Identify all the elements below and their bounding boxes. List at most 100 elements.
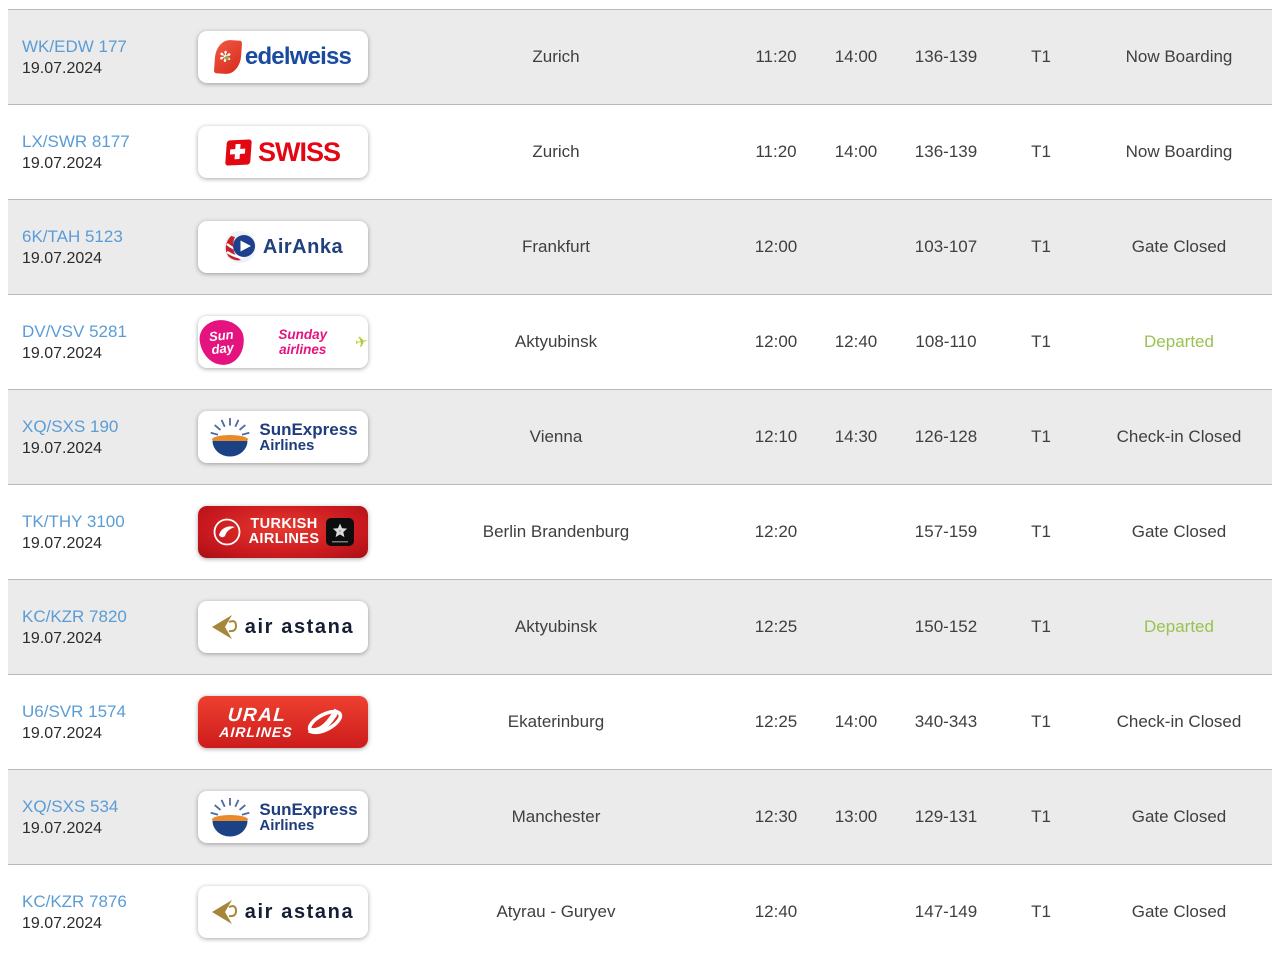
status: Gate Closed: [1131, 902, 1227, 921]
airline-logo-text: air astana: [244, 615, 355, 638]
destination: Aktyubinsk: [514, 617, 598, 636]
flight-number-link[interactable]: XQ/SXS 190: [22, 416, 119, 436]
airline-logo-text: AIRLINES: [219, 723, 294, 740]
flight-number-link[interactable]: U6/SVR 1574: [22, 701, 126, 721]
destination: Manchester: [511, 807, 601, 826]
destination: Ekaterinburg: [507, 712, 605, 731]
airline-logo-text: Airlines: [259, 437, 315, 455]
airline-logo-text: TURKISH: [250, 515, 318, 532]
air-astana-arrow-icon: [211, 900, 237, 924]
destination: Zurich: [532, 142, 580, 161]
airline-logo-text: SunExpress: [259, 419, 358, 439]
flight-date: 19.07.2024: [22, 249, 103, 267]
flight-date: 19.07.2024: [22, 629, 103, 647]
airline-logo-swiss: SWISS: [198, 126, 368, 178]
airline-logo-text: SunExpress: [259, 799, 358, 819]
checkin-desks: 103-107: [914, 237, 978, 256]
scheduled-time: 12:00: [754, 237, 798, 256]
table-row: KC/KZR 7876 19.07.2024 air astana Atyrau…: [8, 864, 1272, 959]
destination: Aktyubinsk: [514, 332, 598, 351]
airline-logo-turkish-airlines: TURKISH AIRLINES: [198, 506, 368, 558]
plane-icon: ✈: [354, 333, 368, 352]
airline-logo-text: air astana: [244, 900, 355, 923]
airline-logo-text: Sunday airlines: [278, 327, 328, 357]
flight-number-link[interactable]: KC/KZR 7820: [22, 606, 127, 626]
airline-logo-air-astana: air astana: [198, 886, 368, 938]
estimated-time: 14:00: [834, 142, 878, 161]
scheduled-time: 12:20: [754, 522, 798, 541]
flight-number-link[interactable]: 6K/TAH 5123: [22, 226, 123, 246]
flight-date: 19.07.2024: [22, 534, 103, 552]
table-row: U6/SVR 1574 19.07.2024 URAL AIRLINES Eka…: [8, 674, 1272, 769]
terminal: T1: [1031, 237, 1051, 256]
status: Departed: [1144, 617, 1214, 636]
airline-logo-sunday: Sun day Sunday airlines ✈: [198, 316, 368, 368]
flight-date: 19.07.2024: [22, 724, 103, 742]
terminal: T1: [1031, 617, 1051, 636]
flight-date: 19.07.2024: [22, 819, 103, 837]
airline-logo-text: SWISS: [257, 136, 341, 167]
sunexpress-sun-icon: [210, 418, 250, 457]
checkin-desks: 147-149: [914, 902, 978, 921]
sunday-blob-icon: Sun day: [198, 317, 247, 367]
scheduled-time: 12:30: [754, 807, 798, 826]
airline-logo-text: edelweiss: [244, 43, 352, 70]
scheduled-time: 12:40: [754, 902, 798, 921]
table-row: LX/SWR 8177 19.07.2024 SWISS Zurich 11:2…: [8, 104, 1272, 199]
airline-logo-sunexpress: SunExpress Airlines: [198, 791, 368, 843]
flight-date: 19.07.2024: [22, 344, 103, 362]
flight-number-link[interactable]: TK/THY 3100: [22, 511, 125, 531]
status: Departed: [1144, 332, 1214, 351]
swiss-cross-icon: [225, 138, 252, 166]
flight-number-link[interactable]: WK/EDW 177: [22, 36, 127, 56]
status: Gate Closed: [1131, 807, 1227, 826]
sunday-blob-text: day: [210, 338, 235, 357]
checkin-desks: 150-152: [914, 617, 978, 636]
status: Check-in Closed: [1116, 712, 1242, 731]
estimated-time: 13:00: [834, 807, 878, 826]
scheduled-time: 11:20: [755, 142, 797, 161]
checkin-desks: 108-110: [915, 332, 977, 351]
checkin-desks: 126-128: [914, 427, 978, 446]
destination: Berlin Brandenburg: [482, 522, 630, 541]
destination: Frankfurt: [521, 237, 591, 256]
terminal: T1: [1031, 522, 1051, 541]
flight-date: 19.07.2024: [22, 59, 103, 77]
estimated-time: 14:00: [834, 47, 878, 66]
terminal: T1: [1031, 332, 1051, 351]
checkin-desks: 129-131: [914, 807, 978, 826]
airanka-globe-icon: [223, 231, 256, 263]
airline-logo-air-astana: air astana: [198, 601, 368, 653]
scheduled-time: 12:25: [754, 617, 798, 636]
terminal: T1: [1031, 807, 1051, 826]
destination: Atyrau - Guryev: [496, 902, 616, 921]
flight-number-link[interactable]: LX/SWR 8177: [22, 131, 130, 151]
scheduled-time: 12:25: [754, 712, 798, 731]
table-row: XQ/SXS 534 19.07.2024: [8, 769, 1272, 864]
turkish-airlines-bird-icon: [213, 518, 240, 546]
flight-number-link[interactable]: DV/VSV 5281: [22, 321, 127, 341]
table-row: XQ/SXS 190 19.07.2024: [8, 389, 1272, 484]
checkin-desks: 340-343: [914, 712, 978, 731]
table-row: 6K/TAH 5123 19.07.2024 AirAnka Frankfurt…: [8, 199, 1272, 294]
flight-number-link[interactable]: XQ/SXS 534: [22, 796, 119, 816]
status: Check-in Closed: [1116, 427, 1242, 446]
flight-number-link[interactable]: KC/KZR 7876: [22, 891, 127, 911]
airline-logo-text: Airlines: [259, 817, 315, 835]
estimated-time: 14:30: [834, 427, 878, 446]
status: Gate Closed: [1131, 237, 1227, 256]
table-row: DV/VSV 5281 19.07.2024 Sun day Sunday ai…: [8, 294, 1272, 389]
scheduled-time: 12:10: [754, 427, 798, 446]
scheduled-time: 11:20: [755, 47, 797, 66]
star-alliance-icon: [326, 518, 355, 546]
airline-logo-sunexpress: SunExpress Airlines: [198, 411, 368, 463]
status: Now Boarding: [1125, 47, 1233, 66]
terminal: T1: [1031, 47, 1051, 66]
table-row: KC/KZR 7820 19.07.2024 air astana Aktyub…: [8, 579, 1272, 674]
terminal: T1: [1031, 902, 1051, 921]
estimated-time: 12:40: [834, 332, 878, 351]
checkin-desks: 136-139: [914, 47, 978, 66]
destination: Zurich: [532, 47, 580, 66]
airline-logo-text: URAL: [227, 704, 288, 726]
flight-date: 19.07.2024: [22, 914, 103, 932]
